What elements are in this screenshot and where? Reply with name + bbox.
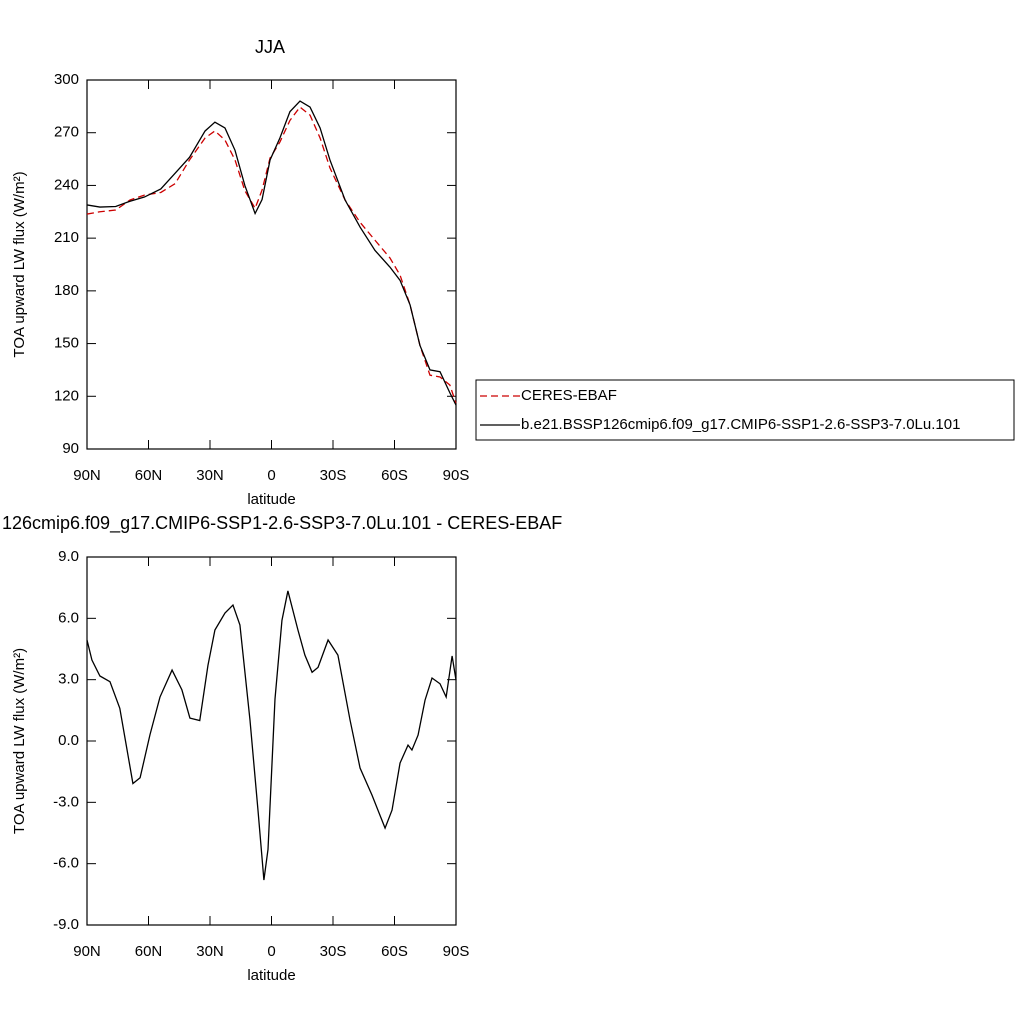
y-tick-label: 180: [54, 282, 79, 299]
x-tick-label: 90N: [73, 467, 101, 484]
chart-title: JJA: [255, 37, 285, 57]
x-tick-label: 30N: [196, 467, 224, 484]
y-tick-label: 3.0: [58, 671, 79, 688]
x-tick-label: 60S: [381, 467, 408, 484]
data-line: [86, 590, 457, 881]
x-tick-label: 90N: [73, 943, 101, 960]
plot-frame: [86, 79, 457, 450]
x-axis-label: latitude: [247, 491, 295, 508]
y-tick-label: -6.0: [53, 855, 79, 872]
x-tick-label: 0: [267, 467, 275, 484]
y-tick-label: -9.0: [53, 916, 79, 933]
y-tick-label: 90: [62, 440, 79, 457]
x-tick-label: 90S: [443, 467, 470, 484]
x-tick-label: 0: [267, 943, 275, 960]
legend-label: CERES-EBAF: [521, 387, 617, 404]
x-tick-label: 30N: [196, 943, 224, 960]
y-tick-label: 9.0: [58, 548, 79, 565]
y-tick-label: 300: [54, 71, 79, 88]
legend-label: b.e21.BSSP126cmip6.f09_g17.CMIP6-SSP1-2.…: [521, 416, 960, 433]
x-axis-label: latitude: [247, 967, 295, 984]
y-axis-label: TOA upward LW flux (W/m²): [11, 171, 28, 357]
x-tick-label: 30S: [320, 467, 347, 484]
y-tick-label: 150: [54, 335, 79, 352]
y-axis-label: TOA upward LW flux (W/m²): [11, 648, 28, 834]
y-tick-label: 120: [54, 387, 79, 404]
plot-frame: [86, 556, 457, 926]
data-line: [86, 106, 457, 404]
y-tick-label: 210: [54, 229, 79, 246]
chart-title: 126cmip6.f09_g17.CMIP6-SSP1-2.6-SSP3-7.0…: [2, 513, 562, 534]
x-tick-label: 60S: [381, 943, 408, 960]
legend-box: [475, 379, 1015, 441]
data-line: [86, 100, 457, 406]
x-tick-label: 60N: [135, 467, 163, 484]
x-tick-label: 90S: [443, 943, 470, 960]
x-tick-label: 30S: [320, 943, 347, 960]
y-tick-label: -3.0: [53, 793, 79, 810]
y-tick-label: 0.0: [58, 732, 79, 749]
x-tick-label: 60N: [135, 943, 163, 960]
y-tick-label: 6.0: [58, 609, 79, 626]
y-tick-label: 240: [54, 176, 79, 193]
y-tick-label: 270: [54, 124, 79, 141]
